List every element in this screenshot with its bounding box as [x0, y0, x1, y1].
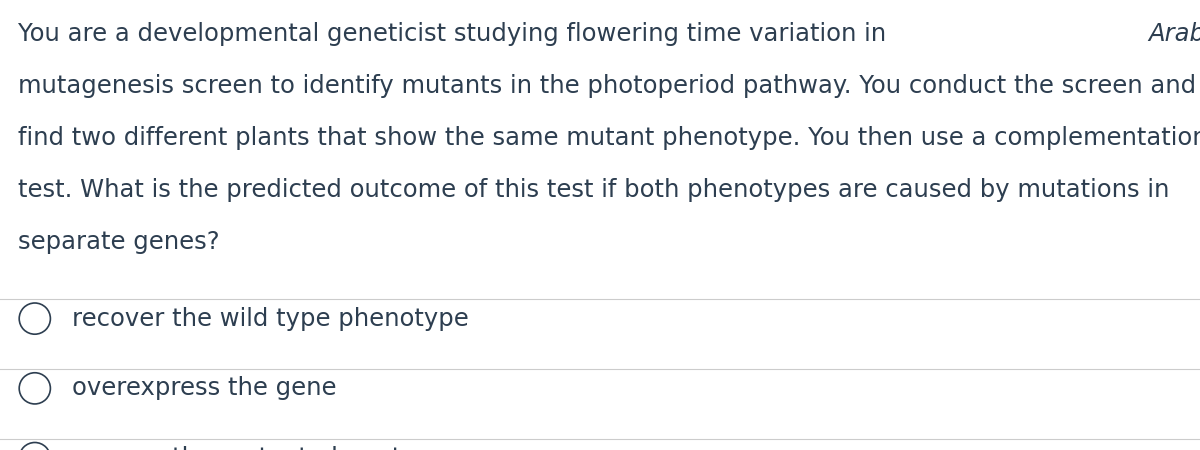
Text: Arabidopsis: Arabidopsis	[1148, 22, 1200, 46]
Text: separate genes?: separate genes?	[18, 230, 220, 253]
Text: mutagenesis screen to identify mutants in the photoperiod pathway. You conduct t: mutagenesis screen to identify mutants i…	[18, 74, 1196, 98]
Text: test. What is the predicted outcome of this test if both phenotypes are caused b: test. What is the predicted outcome of t…	[18, 178, 1169, 202]
Text: You are a developmental geneticist studying flowering time variation in: You are a developmental geneticist study…	[18, 22, 894, 46]
Text: find two different plants that show the same mutant phenotype. You then use a co: find two different plants that show the …	[18, 126, 1200, 150]
Text: recover the wild type phenotype: recover the wild type phenotype	[72, 306, 469, 331]
Text: overexpress the gene: overexpress the gene	[72, 376, 336, 400]
Text: recover the mutant phenotype: recover the mutant phenotype	[72, 446, 446, 450]
